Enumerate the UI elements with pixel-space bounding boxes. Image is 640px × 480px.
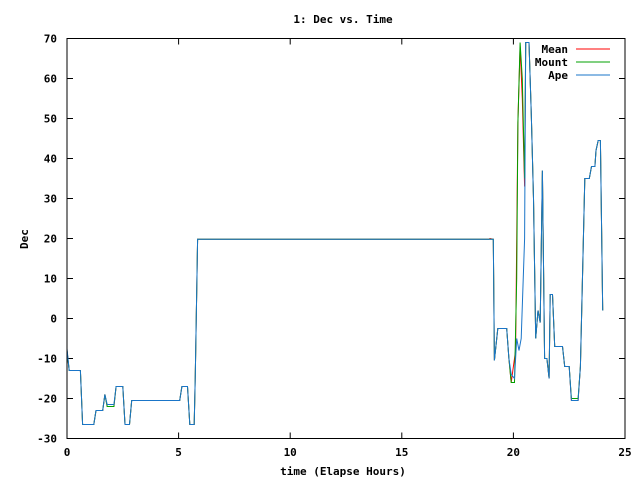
plot-area <box>66 42 604 425</box>
plot-frame <box>66 38 626 439</box>
legend-label-mount: Mount <box>535 56 568 69</box>
x-tick-label: 0 <box>64 446 71 459</box>
y-tick-label: -30 <box>37 433 57 446</box>
y-tick-label: 30 <box>44 193 57 206</box>
y-tick-label: 40 <box>44 153 57 166</box>
y-tick-label: -20 <box>37 393 57 406</box>
y-tick-label: 10 <box>44 273 57 286</box>
x-axis-label: time (Elapse Hours) <box>280 465 406 478</box>
y-tick-label: 60 <box>44 73 57 86</box>
y-tick-label: 0 <box>50 313 57 326</box>
y-tick-label: 70 <box>44 33 57 46</box>
series-line-ape <box>66 42 604 425</box>
y-tick-label: 50 <box>44 113 57 126</box>
chart-title: 1: Dec vs. Time <box>293 13 393 26</box>
legend-label-mean: Mean <box>542 43 569 56</box>
axis-ticks: 0 5 10 15 20 25 -30 -20 -10 0 10 20 30 40 50 60 70 <box>37 33 632 460</box>
x-tick-label: 10 <box>284 446 297 459</box>
y-axis-label: Dec <box>18 229 31 249</box>
x-tick-label: 5 <box>175 446 182 459</box>
y-tick-label: -10 <box>37 353 57 366</box>
series-line-mount <box>66 42 604 425</box>
legend-label-ape: Ape <box>548 69 568 82</box>
x-tick-label: 20 <box>507 446 520 459</box>
x-tick-label: 15 <box>395 446 408 459</box>
x-tick-label: 25 <box>618 446 631 459</box>
y-tick-label: 20 <box>44 233 57 246</box>
